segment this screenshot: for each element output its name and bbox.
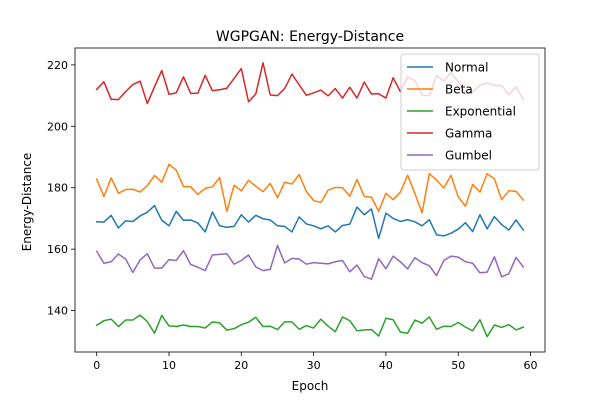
legend-label-gumbel: Gumbel (445, 149, 492, 163)
x-tick-label: 0 (93, 359, 100, 372)
series-line-normal (95, 204, 525, 240)
y-tick-label: 180 (47, 182, 68, 195)
series-line-gumbel (95, 244, 525, 280)
legend-label-normal: Normal (445, 61, 488, 75)
legend-box (400, 53, 540, 171)
axes-layer: 0 10 20 30 40 50 60 140 160 180 200 220 (47, 47, 546, 372)
y-axis-label: Energy-Distance (20, 153, 34, 252)
legend-label-beta: Beta (445, 83, 473, 97)
axes-frame (74, 47, 546, 353)
chart-title: WGPGAN: Energy-Distance (216, 29, 404, 45)
y-tick-label: 220 (47, 59, 68, 72)
legend-label-gamma: Gamma (445, 127, 492, 141)
x-tick-label: 10 (162, 359, 176, 372)
legend: Normal Beta Exponential Gamma Gumbel (400, 53, 540, 171)
x-tick-label: 30 (307, 359, 321, 372)
x-tick-label: 40 (379, 359, 393, 372)
series-line-beta (95, 163, 525, 214)
y-tick-label: 140 (47, 305, 68, 318)
y-tick-label: 200 (47, 120, 68, 133)
x-tick-label: 20 (234, 359, 248, 372)
series-line-exponential (95, 314, 525, 338)
legend-label-exponential: Exponential (445, 105, 516, 119)
x-axis-label: Epoch (292, 379, 329, 393)
x-tick-label: 50 (451, 359, 465, 372)
x-tick-label: 60 (524, 359, 538, 372)
y-tick-label: 160 (47, 243, 68, 256)
